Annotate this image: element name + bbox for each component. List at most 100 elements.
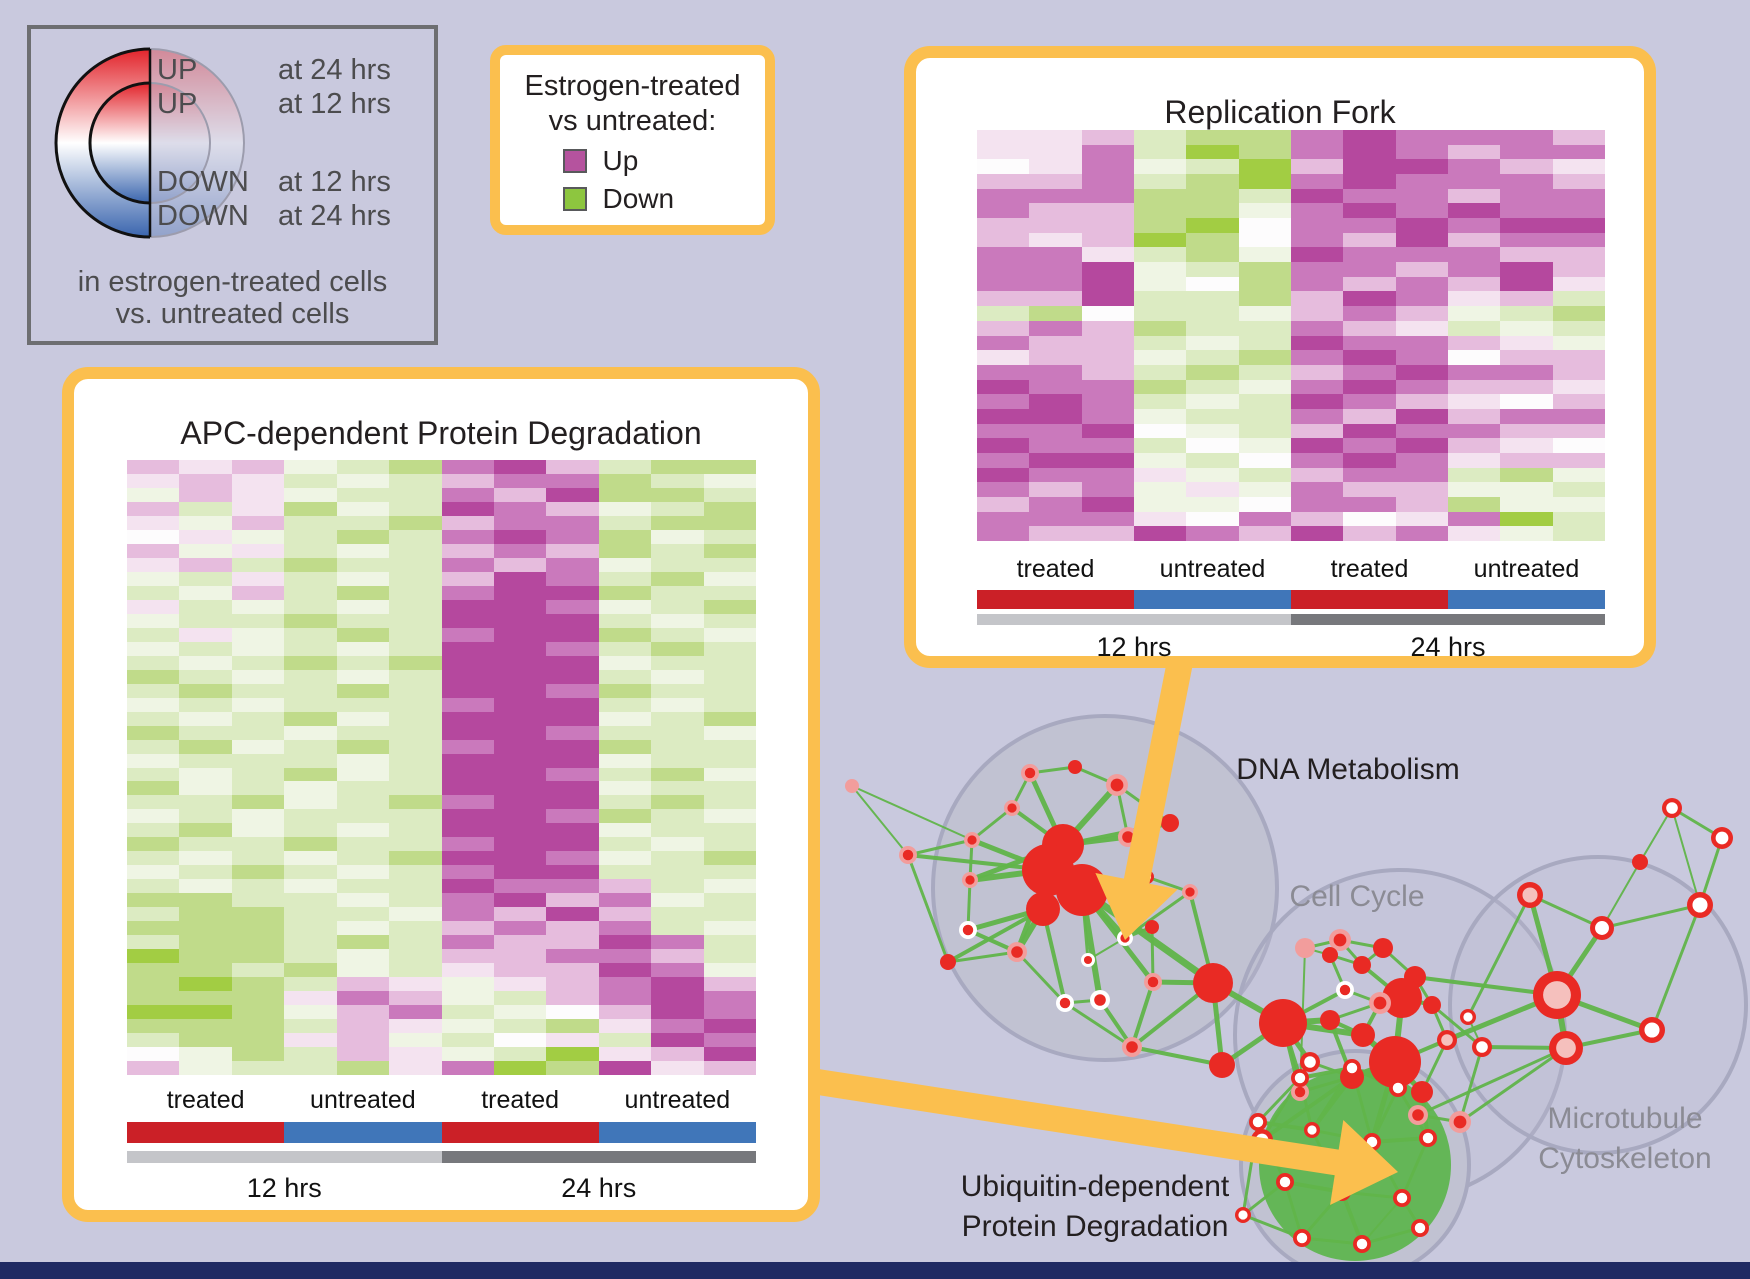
heatmap-cell [127, 683, 180, 698]
heatmap-cell [127, 739, 180, 754]
heatmap-cell [1186, 335, 1239, 351]
heatmap-cell [284, 529, 337, 544]
heatmap-cell [336, 1019, 390, 1034]
heatmap-cell [703, 683, 756, 698]
heatmap-cell [977, 379, 1030, 395]
condition-label: treated [166, 1086, 245, 1114]
heatmap-cell [389, 669, 442, 684]
heatmap-cell [179, 515, 232, 530]
heatmap-cell [1343, 496, 1396, 512]
heatmap-cell [179, 893, 232, 908]
heatmap-cell [651, 515, 704, 530]
heatmap-cell [651, 613, 704, 628]
heatmap-cell [179, 767, 232, 782]
heatmap-cell [493, 893, 547, 908]
heatmap-cell [231, 1047, 285, 1062]
heatmap-cell [1552, 379, 1605, 395]
heatmap-cell [598, 1061, 652, 1075]
heatmap-cell [179, 669, 232, 684]
heatmap-cell [598, 571, 652, 586]
heatmap-cell [179, 641, 232, 656]
heatmap-cell [336, 571, 390, 586]
heatmap-cell [336, 627, 390, 642]
heatmap-cell [1290, 276, 1344, 292]
heatmap-cell [546, 921, 599, 936]
heatmap-cell [598, 753, 652, 768]
heatmap-cell [598, 529, 652, 544]
condition-color-bar [977, 590, 1605, 609]
heatmap-cell [441, 613, 494, 628]
heatmap-cell [598, 809, 652, 824]
heatmap-cell [546, 473, 599, 488]
network-node [1059, 997, 1071, 1009]
condition-label: treated [1330, 555, 1409, 583]
time-color-bar [977, 614, 1605, 625]
heatmap-cell [231, 697, 285, 712]
heatmap-cell [1447, 452, 1501, 468]
heatmap-cell [179, 949, 232, 964]
heatmap-cell [493, 1005, 547, 1020]
heatmap-cell [546, 655, 599, 670]
heatmap-cell [1029, 188, 1082, 204]
heatmap-cell [703, 739, 756, 754]
heatmap-cell [493, 585, 547, 600]
heatmap-cell [598, 711, 652, 726]
heatmap-cell [1343, 526, 1396, 541]
heatmap-cell [231, 823, 285, 838]
heatmap-cell [231, 949, 285, 964]
heatmap-cell [598, 823, 652, 838]
heatmap-cell [441, 655, 494, 670]
heatmap-cell [1552, 276, 1605, 292]
network-edge [1241, 1213, 1304, 1240]
heatmap-cell [977, 247, 1030, 263]
network-edge [1671, 807, 1701, 906]
heatmap-cell [493, 683, 547, 698]
heatmap-cell [127, 991, 180, 1006]
heatmap-cell [389, 1033, 442, 1048]
heatmap-cell [1447, 218, 1501, 233]
time-color-bar [127, 1151, 756, 1163]
heatmap-cell [127, 907, 180, 922]
heatmap-cell [1500, 291, 1553, 307]
heatmap-cell [1186, 159, 1239, 175]
heatmap-cell [231, 515, 285, 530]
network-node [1453, 1115, 1467, 1129]
heatmap-cell [1290, 262, 1344, 277]
network-node [1423, 996, 1441, 1014]
heatmap-cell [1290, 364, 1344, 380]
condition-label: untreated [624, 1086, 731, 1114]
heatmap-cell [389, 683, 442, 698]
heatmap-cell [546, 641, 599, 656]
heatmap-cell [703, 1019, 756, 1034]
heatmap-cell [598, 963, 652, 978]
heatmap-cell [1290, 306, 1344, 321]
heatmap-cell [546, 529, 599, 544]
network-node [1161, 814, 1179, 832]
heatmap-cell [651, 963, 704, 978]
heatmap-cell [651, 935, 704, 950]
heatmap-cell [598, 585, 652, 600]
heatmap-cell [1447, 144, 1501, 160]
heatmap-cell [336, 991, 390, 1006]
heatmap-cell [1500, 482, 1553, 497]
heatmap-cell [389, 515, 442, 530]
heatmap-cell [1395, 306, 1448, 321]
heatmap-cell [231, 851, 285, 866]
heatmap-cell [1238, 232, 1291, 248]
heatmap-cell [598, 795, 652, 810]
heatmap-cell [1081, 467, 1134, 483]
heatmap-cell [1552, 467, 1605, 483]
heatmap-cell [389, 557, 442, 572]
heatmap-cell [1081, 320, 1134, 336]
network-node [1011, 946, 1023, 958]
heatmap-cell [127, 921, 180, 936]
heatmap-cell [493, 935, 547, 950]
heatmap-cell [1081, 159, 1134, 175]
heatmap-cell [1500, 452, 1553, 468]
heatmap-cell [284, 501, 337, 516]
heatmap-cell [179, 963, 232, 978]
heatmap-cell [977, 364, 1030, 380]
heatmap-cell [598, 921, 652, 936]
network-node [1122, 831, 1134, 843]
heatmap-cell [1029, 364, 1082, 380]
